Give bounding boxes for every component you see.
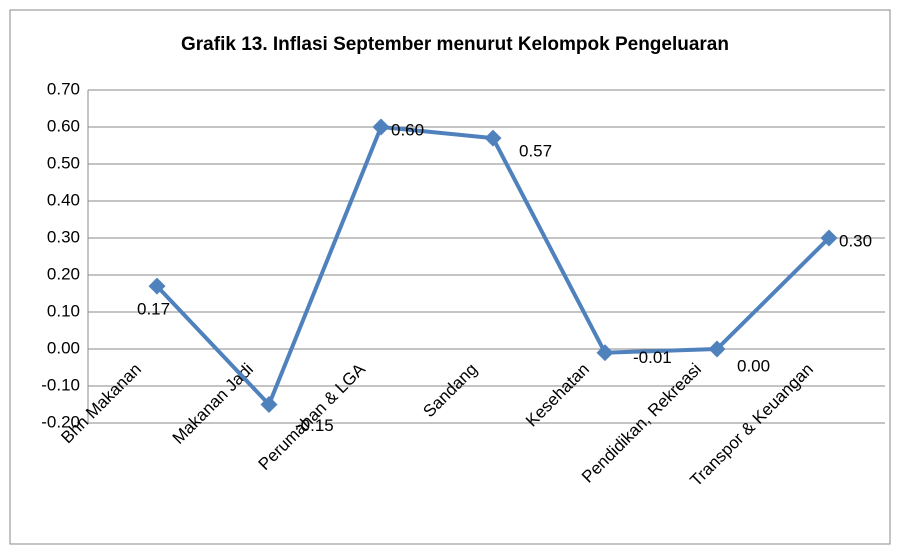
marker	[148, 277, 166, 295]
data-label: 0.17	[137, 300, 170, 319]
y-tick-label: 0.30	[47, 227, 80, 246]
y-tick-label: 0.20	[47, 264, 80, 283]
y-tick-label: 0.00	[47, 338, 80, 357]
chart-title: Grafik 13. Inflasi September menurut Kel…	[181, 34, 729, 55]
marker	[708, 340, 726, 358]
marker	[372, 118, 390, 136]
y-tick-label: 0.70	[47, 79, 80, 98]
y-tick-label: -0.10	[41, 375, 80, 394]
data-label: 0.57	[519, 142, 552, 161]
y-tick-label: 0.50	[47, 153, 80, 172]
data-label: 0.60	[391, 120, 424, 139]
data-label: 0.30	[839, 231, 872, 250]
y-tick-label: -0.20	[41, 412, 80, 431]
y-tick-label: 0.10	[47, 301, 80, 320]
data-label: -0.01	[633, 348, 672, 367]
marker	[260, 396, 278, 413]
data-label: -0.15	[295, 416, 334, 435]
chart-frame	[9, 9, 891, 545]
marker	[820, 229, 838, 247]
y-tick-label: 0.40	[47, 190, 80, 209]
data-label: 0.00	[737, 356, 770, 375]
y-tick-label: 0.60	[47, 116, 80, 135]
marker	[484, 129, 502, 147]
marker	[596, 344, 614, 362]
